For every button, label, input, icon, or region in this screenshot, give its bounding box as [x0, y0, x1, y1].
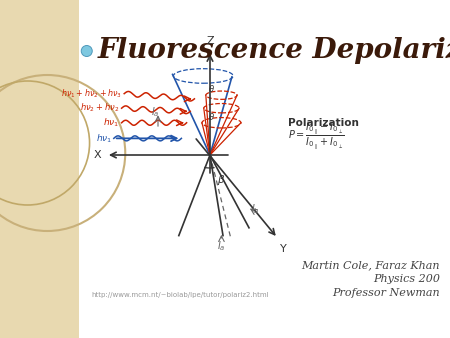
Text: $h\nu_2+h\nu_2$: $h\nu_2+h\nu_2$ [80, 102, 120, 115]
Text: $P = \dfrac{I_{0_\parallel} - I_{0_\perp}}{I_{0_\parallel} + I_{0_\perp}}$: $P = \dfrac{I_{0_\parallel} - I_{0_\perp… [288, 121, 345, 152]
Text: X: X [93, 150, 101, 160]
Text: http://www.mcm.nt/~biolab/lpe/tutor/polariz2.html: http://www.mcm.nt/~biolab/lpe/tutor/pola… [91, 292, 269, 298]
Text: Professor Newman: Professor Newman [333, 288, 440, 298]
Text: $I_b$: $I_b$ [251, 203, 259, 217]
Text: $\theta$: $\theta$ [207, 83, 215, 94]
Text: Martin Cole, Faraz Khan: Martin Cole, Faraz Khan [302, 260, 440, 270]
Text: $I_a$: $I_a$ [151, 105, 160, 119]
Bar [0, 0, 79, 338]
Text: Physics 200: Physics 200 [373, 274, 440, 284]
Text: Z: Z [206, 36, 214, 46]
Circle shape [81, 46, 92, 56]
Text: $h\nu_1$: $h\nu_1$ [95, 132, 112, 145]
Text: Y: Y [280, 244, 287, 255]
Text: $h\nu_1$: $h\nu_1$ [104, 117, 120, 129]
Text: $I_a$: $I_a$ [217, 239, 226, 253]
Text: Polarization: Polarization [288, 118, 359, 128]
Text: $h\nu_1+h\nu_2+h\nu_3$: $h\nu_1+h\nu_2+h\nu_3$ [61, 88, 122, 100]
Text: Fluorescence Depolarization: Fluorescence Depolarization [98, 38, 450, 65]
Text: $\theta$: $\theta$ [207, 111, 215, 121]
Text: $\beta$: $\beta$ [217, 173, 225, 187]
